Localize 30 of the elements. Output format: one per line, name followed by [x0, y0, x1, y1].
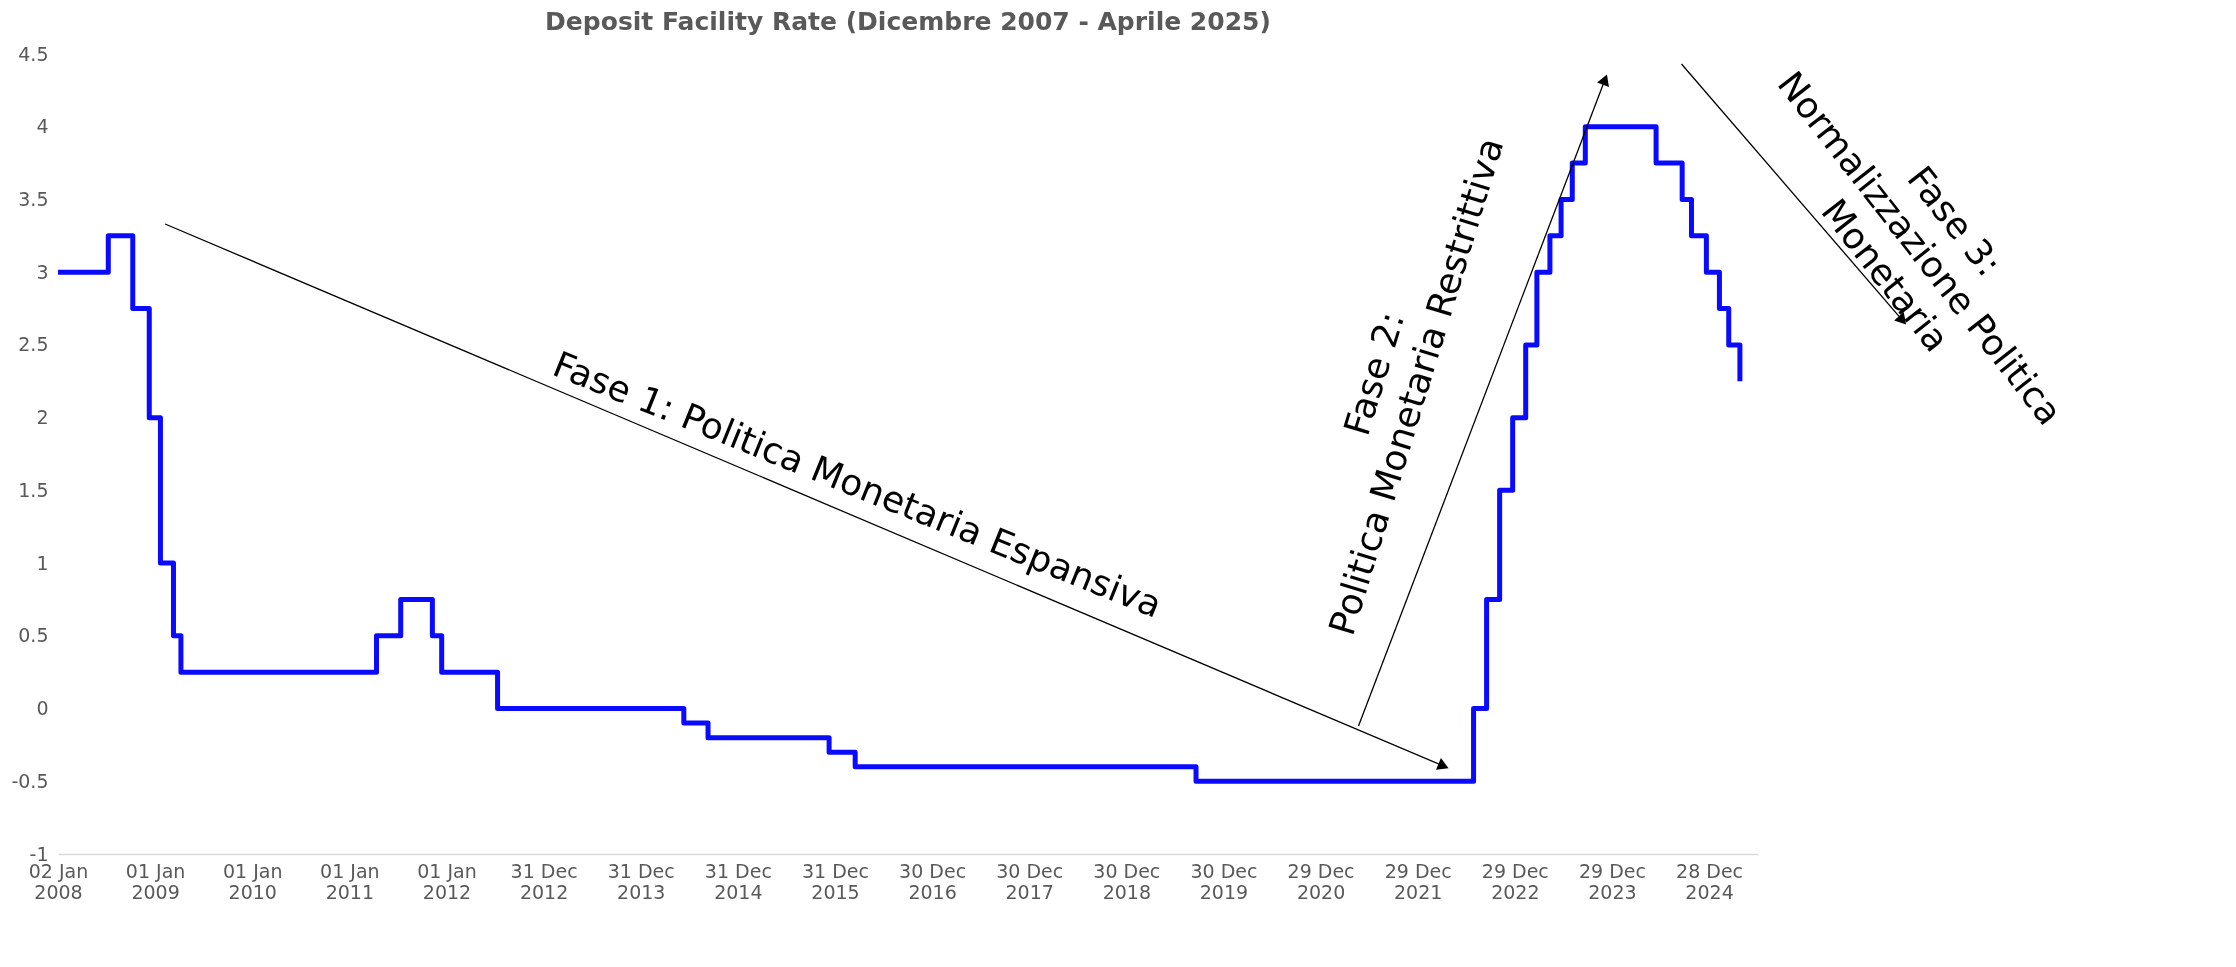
y-tick-label: 3.5	[18, 187, 49, 210]
x-tick-label: 29 Dec 2022	[1481, 859, 1549, 903]
y-tick-label: 3	[36, 260, 49, 283]
x-tick-label: 31 Dec 2014	[704, 859, 772, 903]
y-tick-label: 4.5	[18, 42, 49, 65]
y-tick-label: 4	[36, 115, 49, 138]
x-tick-label: 01 Jan 2010	[222, 859, 283, 903]
y-tick-label: 2.5	[18, 333, 49, 356]
y-tick-label: 1.5	[18, 478, 49, 501]
x-tick-label: 30 Dec 2017	[996, 859, 1064, 903]
y-tick-label: 2	[36, 406, 49, 429]
y-tick-label: 1	[36, 551, 49, 574]
x-tick-label: 29 Dec 2020	[1287, 859, 1355, 903]
x-tick-label: 01 Jan 2012	[417, 859, 477, 903]
x-tick-label: 29 Dec 2021	[1384, 859, 1452, 903]
x-tick-label: 30 Dec 2018	[1093, 859, 1161, 903]
x-tick-label: 31 Dec 2012	[510, 859, 578, 903]
y-tick-label: -1	[29, 842, 49, 865]
x-tick-label: 01 Jan 2009	[125, 859, 186, 903]
chart-title: Deposit Facility Rate (Dicembre 2007 - Aprile 2025)	[545, 7, 1271, 37]
x-tick-label: 31 Dec 2013	[607, 859, 675, 903]
y-tick-label: 0.5	[18, 624, 49, 647]
x-tick-label: 28 Dec 2024	[1676, 859, 1744, 903]
x-tick-label: 31 Dec 2015	[801, 859, 869, 903]
y-tick-label: -0.5	[11, 769, 49, 792]
x-tick-label: 30 Dec 2016	[899, 859, 967, 903]
x-tick-label: 30 Dec 2019	[1190, 859, 1258, 903]
y-tick-label: 0	[36, 697, 49, 720]
x-tick-label: 01 Jan 2011	[320, 859, 380, 903]
x-tick-label: 29 Dec 2023	[1578, 859, 1646, 903]
